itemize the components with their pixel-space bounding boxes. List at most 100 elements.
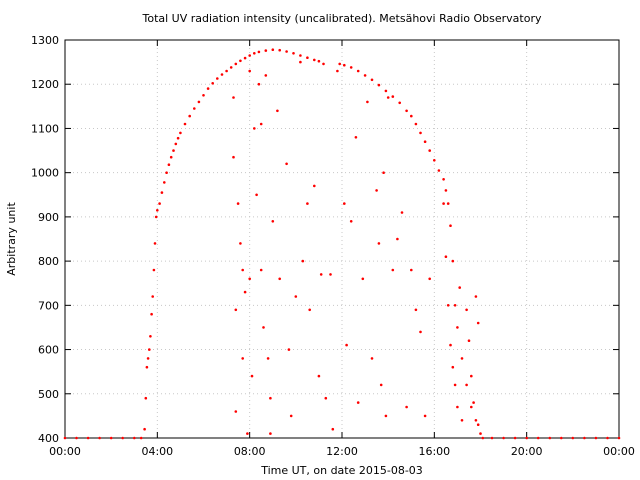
data-point [149, 335, 152, 338]
data-point [451, 365, 455, 369]
data-point [386, 96, 390, 99]
data-point [594, 436, 598, 440]
y-tick-label: 400 [38, 432, 59, 445]
data-point [423, 140, 427, 143]
data-point [319, 273, 323, 276]
data-point [465, 383, 468, 387]
y-tick-label: 1000 [31, 167, 59, 180]
data-point [229, 66, 233, 69]
data-point [476, 423, 480, 427]
data-point [188, 114, 191, 118]
data-point [617, 436, 621, 440]
data-point [294, 295, 298, 298]
data-point [345, 343, 348, 347]
data-point [606, 436, 609, 440]
data-point [271, 48, 275, 51]
data-point [428, 277, 432, 281]
data-point [423, 414, 427, 418]
data-point [264, 74, 268, 77]
data-point [179, 131, 182, 135]
data-point [259, 122, 263, 126]
data-point [476, 321, 480, 325]
data-point [241, 268, 244, 272]
y-tick-label: 800 [38, 255, 59, 268]
data-point [349, 220, 353, 223]
x-tick-label: 00:00 [603, 445, 635, 458]
data-point [236, 202, 240, 205]
data-point [398, 101, 402, 105]
data-point [442, 202, 445, 205]
data-point [375, 189, 378, 192]
data-point [329, 273, 332, 276]
data-point [232, 155, 235, 159]
y-tick-label: 1100 [31, 122, 59, 135]
data-point [419, 330, 422, 334]
data-point [176, 136, 180, 140]
data-point [354, 136, 358, 139]
data-point [308, 308, 312, 312]
data-point [146, 357, 150, 360]
data-point [377, 83, 381, 87]
data-point [396, 237, 399, 241]
data-point [98, 436, 101, 440]
data-point [324, 396, 328, 400]
data-point [163, 181, 166, 184]
data-point [234, 410, 238, 413]
data-point [139, 436, 143, 440]
y-tick-label: 1300 [31, 34, 59, 47]
data-point [239, 59, 242, 63]
data-point [285, 162, 288, 166]
data-point [391, 268, 395, 272]
data-point [216, 77, 219, 80]
data-point [456, 326, 459, 329]
y-tick-label: 900 [38, 211, 59, 224]
x-tick-label: 08:00 [234, 445, 266, 458]
data-point [336, 69, 339, 73]
data-point [472, 401, 475, 404]
data-point [299, 54, 302, 57]
data-point [234, 308, 238, 312]
y-tick-label: 700 [38, 299, 59, 312]
data-point [211, 82, 214, 85]
data-point [253, 52, 256, 55]
data-point [391, 95, 395, 98]
data-point [169, 155, 173, 159]
data-point [271, 220, 275, 223]
data-point [75, 436, 78, 440]
y-tick-label: 600 [38, 344, 59, 357]
data-point [253, 127, 256, 130]
x-tick-label: 16:00 [418, 445, 450, 458]
data-point [246, 432, 249, 435]
data-point [343, 63, 346, 67]
data-point [428, 149, 432, 152]
data-point [266, 357, 270, 360]
data-point [248, 277, 251, 281]
data-point [433, 159, 436, 162]
data-point [262, 326, 265, 329]
data-point [269, 396, 272, 400]
y-tick-label: 1200 [31, 78, 59, 91]
data-point [299, 60, 302, 64]
data-point [444, 189, 448, 192]
data-point [446, 304, 450, 307]
data-point [121, 436, 124, 440]
data-point [197, 100, 201, 104]
data-point [234, 62, 238, 66]
data-point [322, 62, 325, 66]
data-point [474, 419, 478, 422]
data-point [153, 242, 157, 245]
data-point [479, 432, 482, 435]
data-point [151, 295, 154, 298]
data-point [306, 56, 309, 59]
data-point [460, 419, 464, 422]
data-points [63, 48, 621, 440]
data-point [145, 365, 149, 369]
data-point [257, 50, 261, 54]
data-point [490, 436, 494, 440]
data-point [410, 268, 413, 272]
data-point [349, 66, 353, 69]
data-point [167, 163, 171, 166]
x-tick-label: 00:00 [49, 445, 81, 458]
data-point [172, 149, 175, 152]
